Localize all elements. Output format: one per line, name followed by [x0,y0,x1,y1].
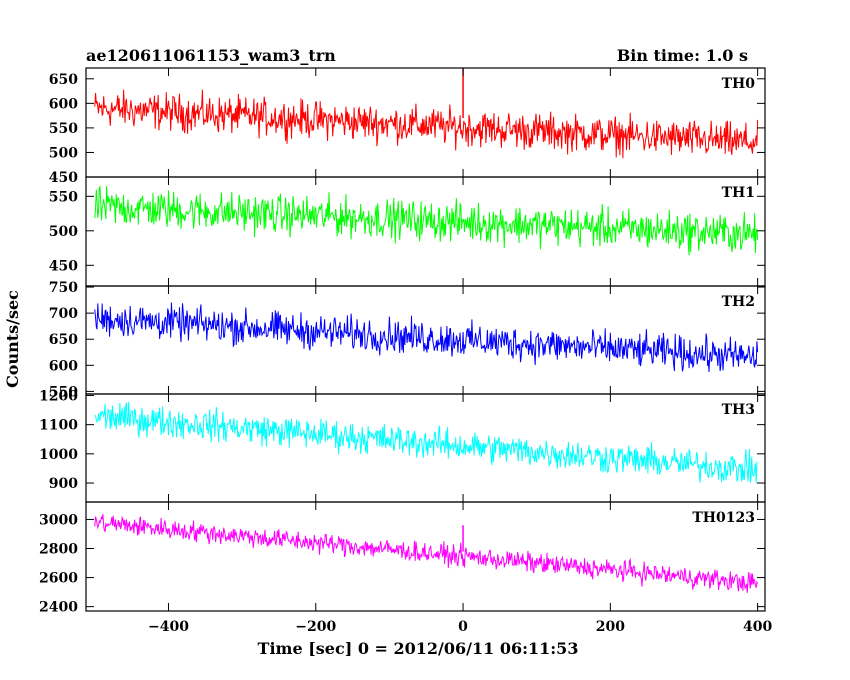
y-tick-label: 450 [49,258,78,274]
panel-th1: 450 500 550 TH1 [49,176,766,287]
y-tick-label: 900 [49,476,78,492]
panel-th0123: 2400 2600 2800 3000 TH0123 [39,501,766,616]
y-tick-label: 650 [49,332,78,348]
x-axis-label: Time [sec] 0 = 2012/06/11 06:11:53 [258,639,579,658]
x-tick-label: −400 [148,619,189,635]
y-tick-label: 550 [49,121,78,137]
panel-th0: 450 500 550 600 650 TH0 [49,67,766,186]
panel-frame [85,393,766,503]
y-tick-label: 2800 [39,542,78,558]
x-tick-label: 400 [743,619,772,635]
series-line-th3 [94,401,758,484]
y-tick-label: 450 [49,170,78,186]
series-line-th2 [94,302,759,373]
y-tick-label: 3000 [39,512,78,528]
y-tick-label: 650 [49,72,78,88]
x-tick-label: 0 [458,619,468,635]
plot-title: ae120611061153_wam3_trn [86,46,336,65]
panel-th3: 900 1000 1100 1200 TH3 [39,388,766,503]
series-label-th2: TH2 [722,294,755,310]
y-tick-label: 600 [49,358,78,374]
y-tick-label: 750 [49,280,78,296]
y-tick-label: 700 [49,306,78,322]
panels-group: 450 500 550 600 650 TH0 450 500 550 TH1 550 600 650 7… [39,67,773,635]
y-tick-label: 1000 [39,447,78,463]
y-tick-label: 1200 [39,388,78,404]
panel-frame [85,176,766,287]
series-line-th0 [94,89,759,159]
panel-th2: 550 600 650 700 750 TH2 [49,280,766,400]
y-tick-label: 2600 [39,571,78,587]
series-line-th1 [94,184,759,256]
y-tick-label: 600 [49,96,78,112]
series-label-th3: TH3 [722,402,755,418]
panel-frame [85,501,766,612]
y-tick-label: 500 [49,224,78,240]
y-tick-label: 550 [49,384,78,400]
y-tick-label: 550 [49,189,78,205]
series-line-th0123 [94,514,759,593]
series-label-th0123: TH0123 [692,510,755,526]
x-tick-label: 200 [596,619,625,635]
series-label-th0: TH0 [722,76,756,92]
bin-time-label: Bin time: 1.0 s [617,46,748,65]
x-tick-label: −200 [295,619,336,635]
y-tick-label: 500 [49,145,78,161]
y-tick-label: 1100 [39,418,78,434]
y-tick-label: 2400 [39,600,78,616]
series-label-th1: TH1 [722,185,755,201]
y-axis-label: Counts/sec [3,290,22,388]
